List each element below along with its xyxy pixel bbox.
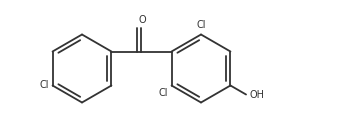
- Text: Cl: Cl: [158, 89, 167, 99]
- Text: OH: OH: [249, 89, 264, 99]
- Text: Cl: Cl: [39, 81, 49, 91]
- Text: O: O: [139, 15, 146, 25]
- Text: Cl: Cl: [196, 21, 206, 31]
